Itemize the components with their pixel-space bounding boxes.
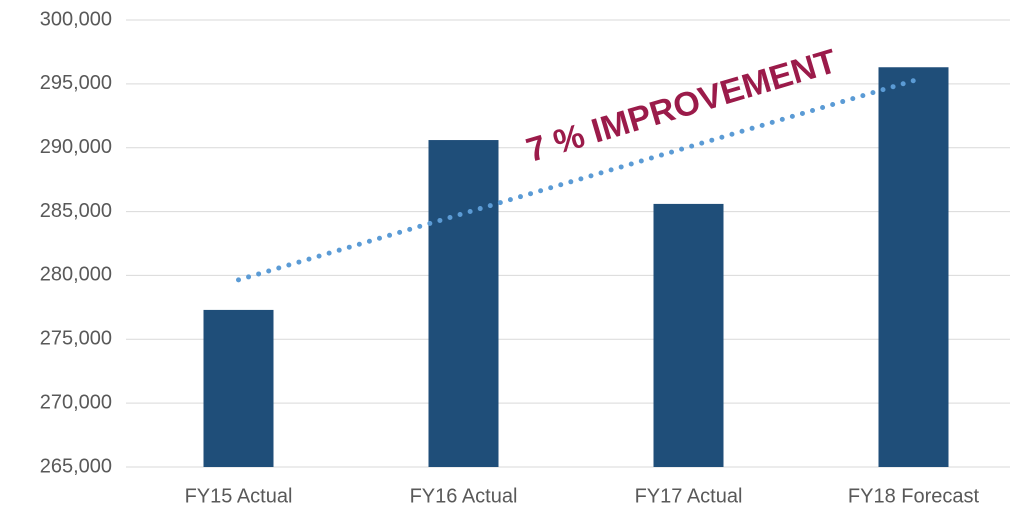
x-tick-label: FY15 Actual bbox=[185, 485, 293, 507]
bar bbox=[203, 309, 274, 467]
y-tick-label: 275,000 bbox=[40, 328, 112, 350]
x-tick-label: FY17 Actual bbox=[635, 485, 743, 507]
x-tick-label: FY16 Actual bbox=[410, 485, 518, 507]
y-tick-label: 265,000 bbox=[40, 455, 112, 477]
y-tick-label: 300,000 bbox=[40, 8, 112, 30]
y-tick-label: 290,000 bbox=[40, 136, 112, 158]
trendline bbox=[236, 78, 916, 283]
y-tick-label: 295,000 bbox=[40, 72, 112, 94]
x-tick-label: FY18 Forecast bbox=[848, 485, 980, 507]
y-tick-label: 270,000 bbox=[40, 391, 112, 413]
bar bbox=[878, 67, 949, 468]
bar bbox=[428, 140, 499, 467]
y-tick-label: 285,000 bbox=[40, 200, 112, 222]
y-tick-label: 280,000 bbox=[40, 264, 112, 286]
bar bbox=[653, 203, 724, 467]
